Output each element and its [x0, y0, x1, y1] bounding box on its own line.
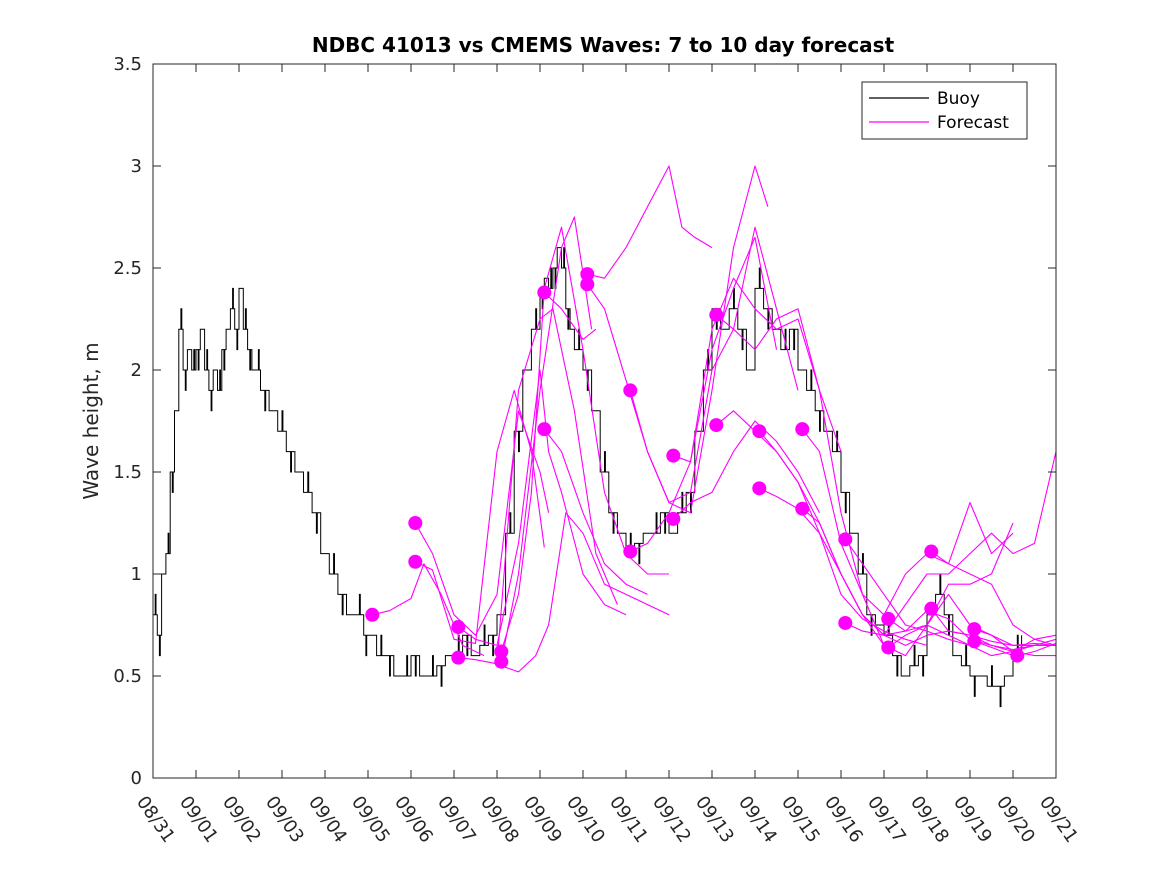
- forecast-line: [501, 512, 670, 673]
- forecast-start-points: [365, 267, 1025, 669]
- legend-forecast-label: Forecast: [937, 113, 1009, 133]
- y-tick-label: 2: [131, 360, 142, 381]
- buoy-line: [153, 247, 1023, 708]
- forecast-start-marker: [752, 481, 767, 496]
- y-tick-label: 1: [131, 564, 142, 585]
- forecast-start-marker: [494, 654, 509, 669]
- forecast-line: [543, 292, 597, 340]
- forecast-line: [672, 420, 820, 520]
- forecast-line: [372, 563, 485, 657]
- forecast-start-marker: [580, 267, 595, 282]
- forecast-start-marker: [752, 424, 767, 439]
- y-tick-label: 0: [131, 768, 142, 789]
- forecast-line: [801, 428, 1014, 616]
- forecast-start-marker: [451, 620, 466, 635]
- y-tick-label: 0.5: [113, 666, 142, 687]
- forecast-line: [629, 226, 799, 504]
- legend-box: [861, 81, 1028, 140]
- forecast-line: [930, 551, 1057, 646]
- forecast-line: [845, 451, 1057, 636]
- legend-buoy-label: Buoy: [937, 89, 980, 109]
- forecast-start-marker: [537, 422, 552, 437]
- forecast-start-marker: [365, 607, 380, 622]
- forecast-start-marker: [666, 448, 681, 463]
- forecast-start-marker: [623, 383, 638, 398]
- forecast-start-marker: [666, 511, 681, 526]
- buoy-series: [153, 247, 1023, 708]
- plot-area: [153, 165, 1057, 708]
- y-tick-label: 2.5: [113, 258, 142, 279]
- forecast-series: [372, 165, 1057, 673]
- forecast-start-marker: [1010, 648, 1025, 663]
- forecast-start-marker: [494, 644, 509, 659]
- forecast-start-marker: [924, 601, 939, 616]
- plot-frame: [152, 63, 1057, 779]
- forecast-start-marker: [451, 650, 466, 665]
- forecast-start-marker: [537, 285, 552, 300]
- legend: Buoy Forecast: [861, 81, 1028, 140]
- forecast-start-marker: [881, 611, 896, 626]
- forecast-line: [500, 216, 593, 662]
- forecast-start-marker: [795, 501, 810, 516]
- forecast-line: [415, 389, 545, 644]
- forecast-start-marker: [924, 544, 939, 559]
- y-axis-label: Wave height, m: [79, 342, 103, 499]
- forecast-start-marker: [967, 634, 982, 649]
- forecast-line: [974, 628, 1056, 646]
- forecast-start-marker: [967, 622, 982, 637]
- forecast-start-marker: [623, 544, 638, 559]
- forecast-line: [715, 308, 885, 646]
- forecast-line: [500, 226, 669, 652]
- forecast-start-marker: [838, 532, 853, 547]
- forecast-start-marker: [838, 615, 853, 630]
- forecast-line: [458, 308, 618, 665]
- y-tick-label: 1.5: [113, 462, 142, 483]
- forecast-start-marker: [881, 640, 896, 655]
- forecast-start-marker: [709, 307, 724, 322]
- y-tick-label: 3.5: [113, 54, 142, 75]
- forecast-line: [543, 428, 648, 595]
- forecast-line: [673, 277, 842, 463]
- forecast-start-marker: [709, 418, 724, 433]
- forecast-line: [586, 165, 769, 514]
- forecast-start-marker: [580, 277, 595, 292]
- y-tick-label: 3: [131, 156, 142, 177]
- forecast-start-marker: [408, 516, 423, 530]
- y-axis: 0 0.5 1 1.5 2 2.5 3 3.5: [113, 54, 1056, 789]
- forecast-line: [414, 410, 550, 636]
- forecast-line: [587, 165, 713, 279]
- forecast-start-marker: [795, 422, 810, 437]
- forecast-line: [630, 236, 778, 553]
- forecast-start-marker: [408, 554, 423, 569]
- forecast-line: [457, 369, 627, 646]
- chart-title: NDBC 41013 vs CMEMS Waves: 7 to 10 day f…: [312, 33, 895, 57]
- forecast-line: [930, 608, 1057, 646]
